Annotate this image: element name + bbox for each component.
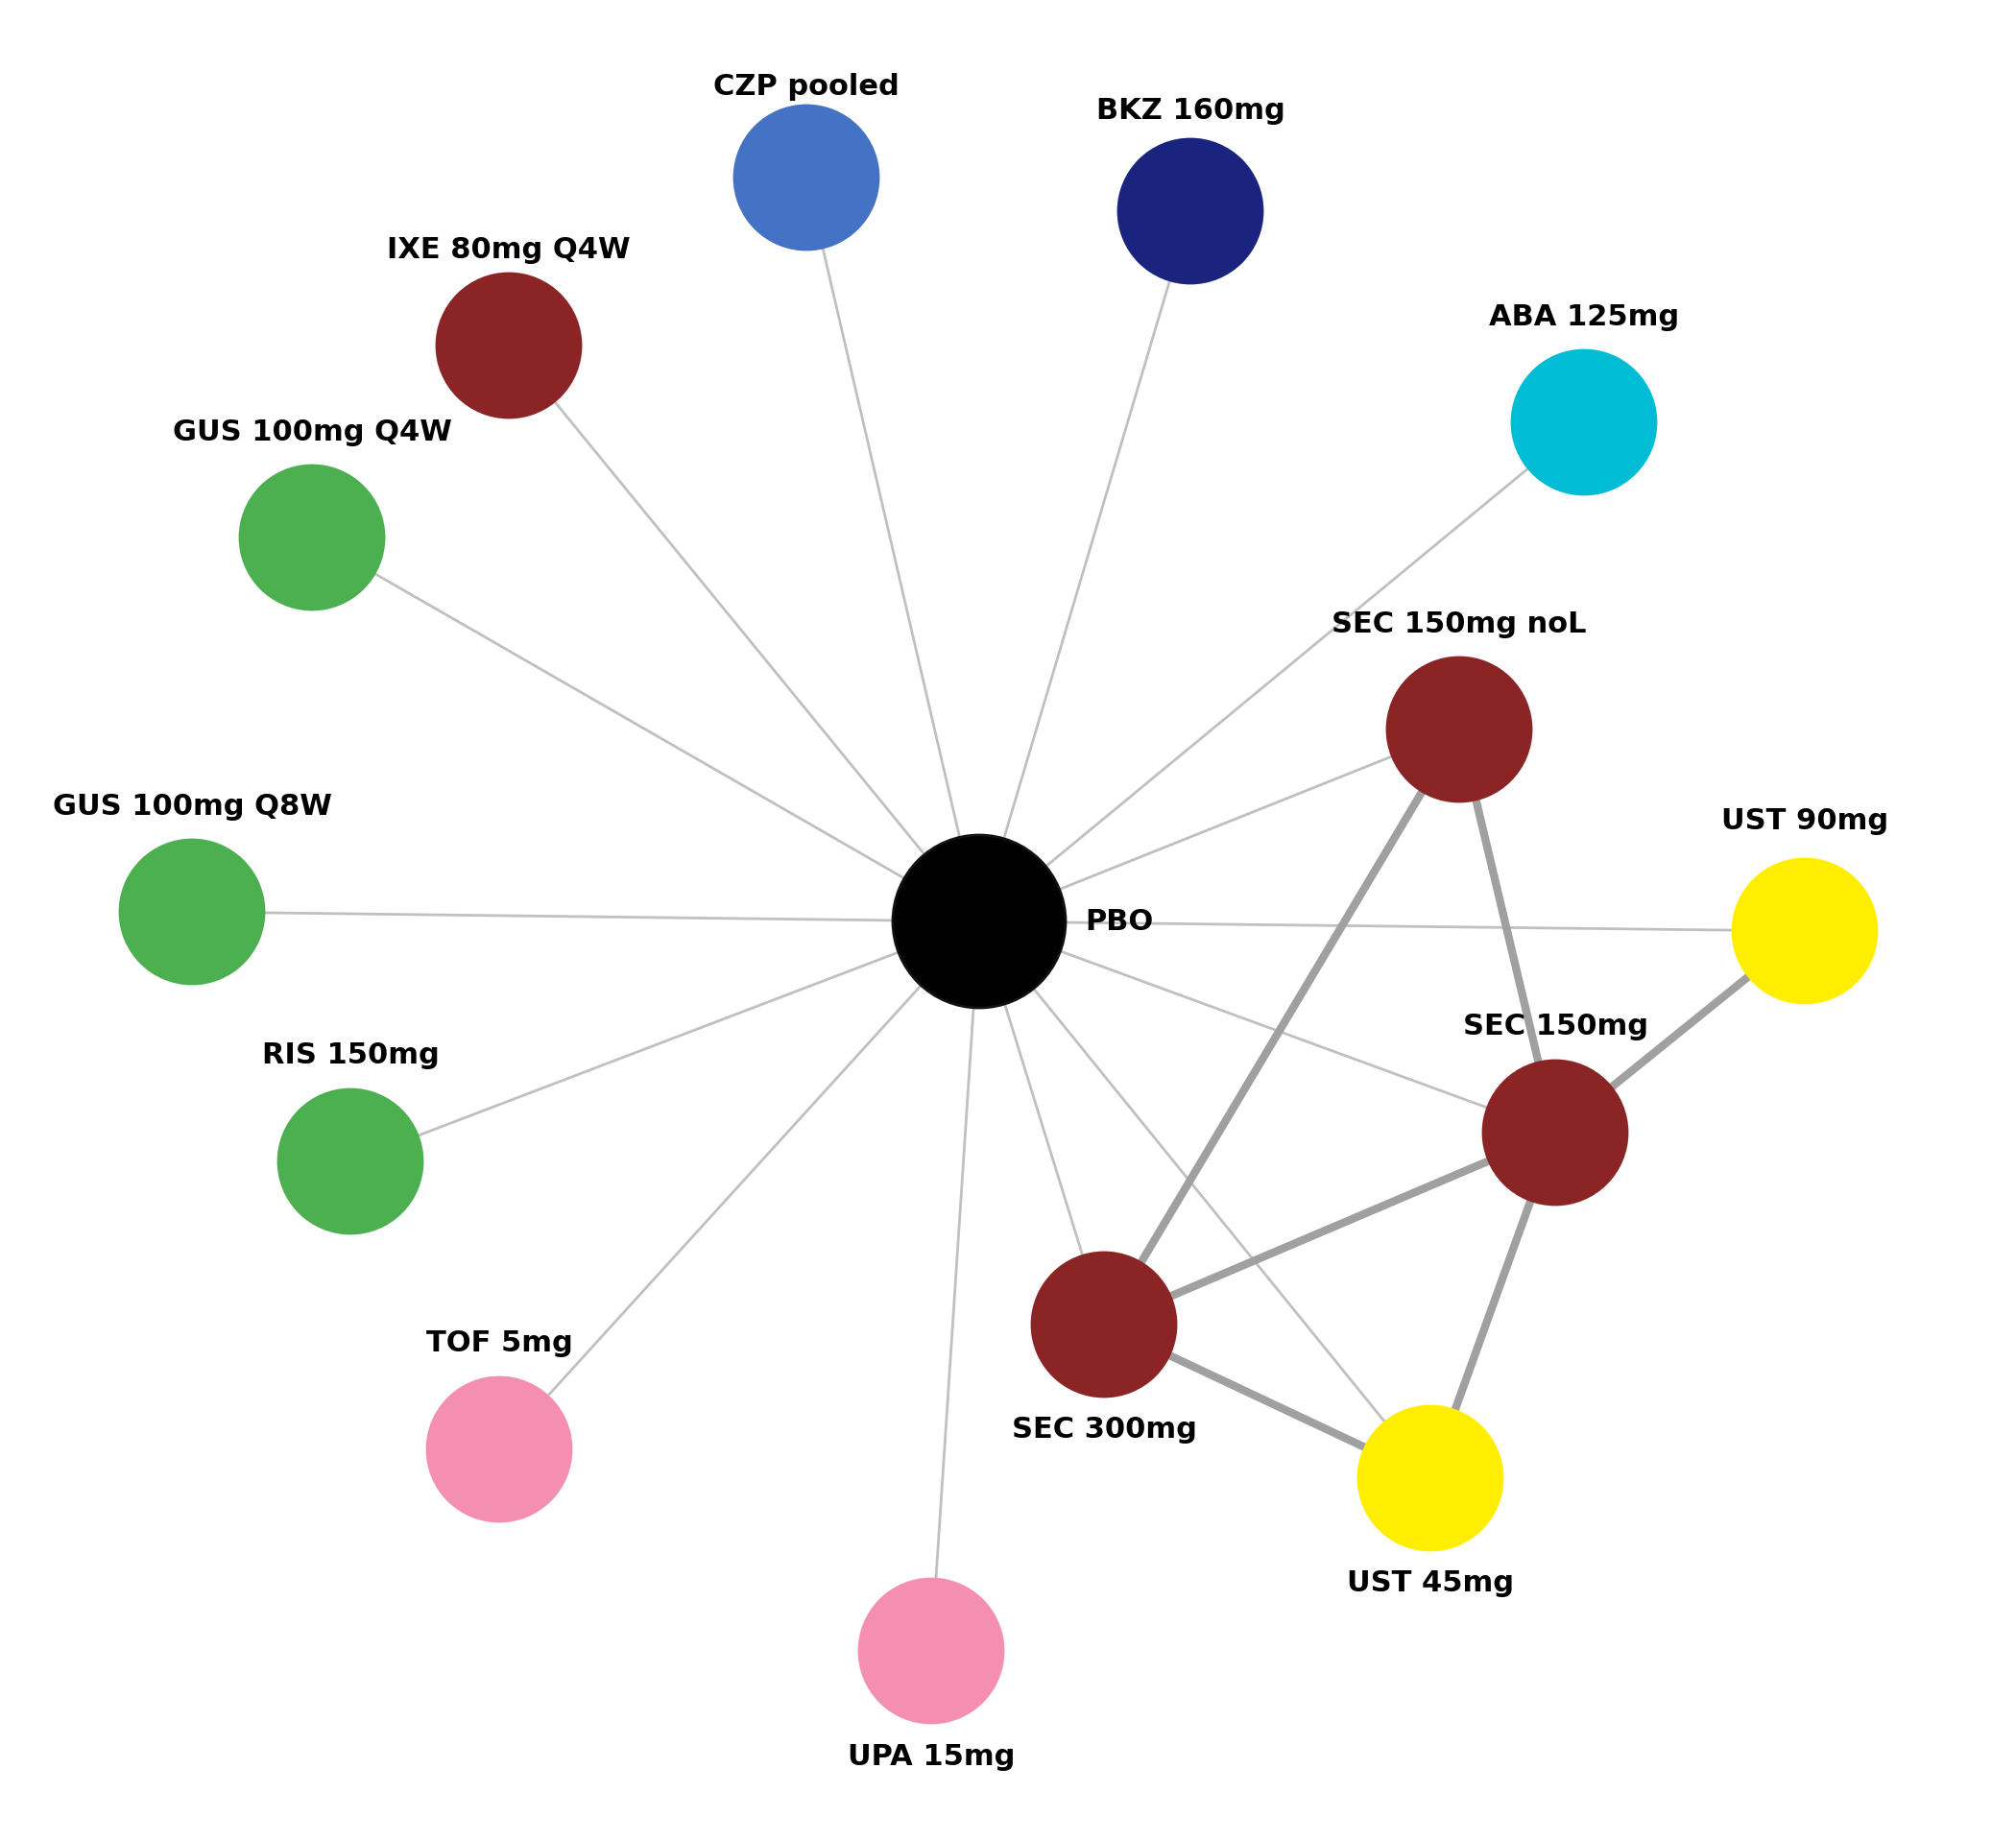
Text: SEC 150mg noL: SEC 150mg noL [1333, 611, 1587, 638]
Circle shape [278, 1089, 423, 1233]
Circle shape [1512, 350, 1655, 495]
Circle shape [427, 1378, 571, 1522]
Circle shape [121, 839, 264, 984]
Text: CZP pooled: CZP pooled [714, 72, 899, 101]
Text: SEC 300mg: SEC 300mg [1012, 1417, 1198, 1444]
Text: IXE 80mg Q4W: IXE 80mg Q4W [387, 236, 631, 263]
Circle shape [1484, 1060, 1627, 1205]
Text: UST 45mg: UST 45mg [1347, 1570, 1514, 1597]
Circle shape [1119, 140, 1262, 283]
Circle shape [437, 274, 581, 418]
Circle shape [893, 835, 1066, 1008]
Circle shape [859, 1579, 1004, 1722]
Text: RIS 150mg: RIS 150mg [262, 1041, 439, 1069]
Circle shape [1387, 657, 1532, 802]
Text: PBO: PBO [1085, 907, 1153, 935]
Text: ABA 125mg: ABA 125mg [1490, 304, 1679, 331]
Text: GUS 100mg Q8W: GUS 100mg Q8W [52, 793, 331, 821]
Text: TOF 5mg: TOF 5mg [425, 1330, 573, 1358]
Text: UPA 15mg: UPA 15mg [847, 1742, 1014, 1770]
Circle shape [240, 466, 383, 609]
Text: BKZ 160mg: BKZ 160mg [1097, 96, 1284, 125]
Text: GUS 100mg Q4W: GUS 100mg Q4W [173, 418, 452, 445]
Circle shape [734, 105, 879, 250]
Text: SEC 150mg: SEC 150mg [1462, 1014, 1647, 1041]
Circle shape [1032, 1253, 1175, 1397]
Circle shape [1734, 859, 1877, 1003]
Circle shape [1359, 1406, 1502, 1549]
Text: UST 90mg: UST 90mg [1722, 806, 1889, 835]
